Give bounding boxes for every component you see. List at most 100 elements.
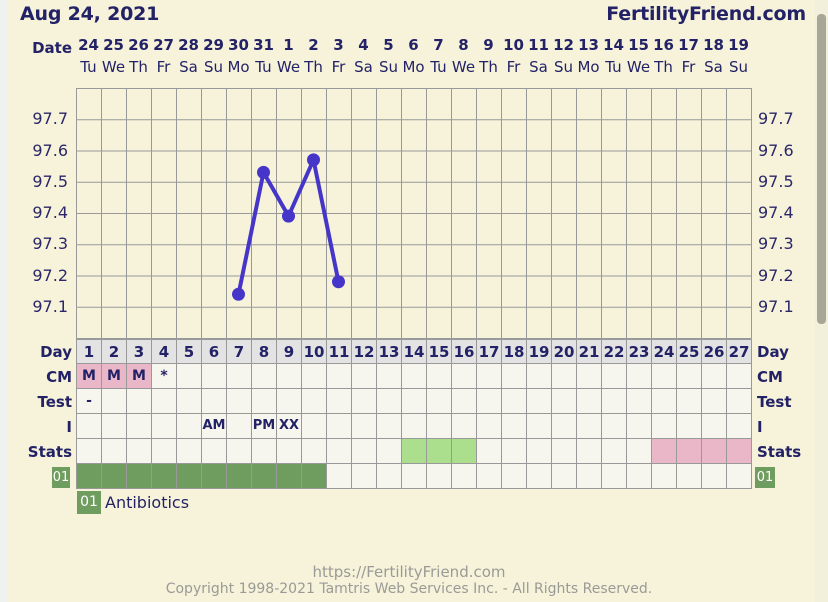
date-cell: 7 [433, 36, 444, 54]
date-cell: 8 [458, 36, 469, 54]
test-row-cell [177, 389, 202, 414]
stats-row [77, 439, 752, 464]
test-row-cell [727, 389, 752, 414]
i-row-cell [627, 414, 652, 439]
test-row-cell [627, 389, 652, 414]
i-row-cell [602, 414, 627, 439]
day-row-cell[interactable]: 1 [77, 340, 102, 364]
y-tick-label: 97.5 [758, 171, 794, 191]
day-row-cell[interactable]: 20 [552, 340, 577, 364]
cm-row-cell: M [102, 364, 127, 389]
day-row-cell[interactable]: 12 [352, 340, 377, 364]
day-row-cell[interactable]: 21 [577, 340, 602, 364]
weekday-cell: Su [728, 58, 749, 76]
y-tick-label: 97.1 [32, 296, 68, 316]
row-label-cm: CM [46, 368, 72, 386]
weekday-cell: Tu [605, 58, 622, 76]
i-row-cell [227, 414, 252, 439]
day-row-cell[interactable]: 22 [602, 340, 627, 364]
date-row-label: Date [32, 39, 72, 57]
stats-row-cell [427, 439, 452, 464]
cm-row-cell [227, 364, 252, 389]
day-row-cell[interactable]: 24 [652, 340, 677, 364]
day-row-cell[interactable]: 23 [627, 340, 652, 364]
day-row-cell[interactable]: 15 [427, 340, 452, 364]
cm-row-cell [377, 364, 402, 389]
y-tick-label: 97.5 [32, 171, 68, 191]
cm-row-cell [452, 364, 477, 389]
day-row-cell[interactable]: 18 [502, 340, 527, 364]
weekday-cell: We [626, 58, 651, 76]
y-tick-label: 97.4 [32, 203, 68, 222]
meds-row-cell [202, 464, 227, 489]
day-row-cell[interactable]: 7 [227, 340, 252, 364]
cm-row-cell [602, 364, 627, 389]
weekday-cell: Su [553, 58, 574, 76]
date-cell: 4 [358, 36, 369, 54]
stats-row-cell [552, 439, 577, 464]
i-row-cell: PM [252, 414, 277, 439]
chart-data-table: 1 2 3 4 5 6 7 8 9 10 11 12 13 14 15 16 17 18 19 20 21 22 23 24 2… [76, 339, 752, 489]
scrollbar-thumb[interactable] [817, 14, 826, 324]
cm-row-cell [302, 364, 327, 389]
day-row-cell[interactable]: 5 [177, 340, 202, 364]
temperature-chart [76, 88, 752, 339]
legend-meds-label: Antibiotics [105, 493, 190, 512]
row-label-day: Day [40, 343, 72, 361]
date-cell: 31 [253, 36, 274, 54]
date-cell: 11 [528, 36, 549, 54]
day-row-cell[interactable]: 11 [327, 340, 352, 364]
day-row-cell[interactable]: 26 [702, 340, 727, 364]
day-row-cell[interactable]: 4 [152, 340, 177, 364]
meds-row-cell [677, 464, 702, 489]
day-row-cell[interactable]: 14 [402, 340, 427, 364]
day-row-cell[interactable]: 25 [677, 340, 702, 364]
i-row-cell [527, 414, 552, 439]
date-cell: 29 [203, 36, 224, 54]
meds-row-cell [727, 464, 752, 489]
day-row-cell[interactable]: 9 [277, 340, 302, 364]
weekday-cell: Mo [402, 58, 425, 76]
day-row-cell[interactable]: 13 [377, 340, 402, 364]
weekday-cell: Tu [80, 58, 97, 76]
day-row-cell[interactable]: 10 [302, 340, 327, 364]
date-cell: 12 [553, 36, 574, 54]
day-row-cell[interactable]: 6 [202, 340, 227, 364]
date-cell: 26 [128, 36, 149, 54]
cm-row-cell [502, 364, 527, 389]
i-row-cell [402, 414, 427, 439]
meds-row-cell [452, 464, 477, 489]
test-row-cell [377, 389, 402, 414]
day-row-cell[interactable]: 17 [477, 340, 502, 364]
date-cell: 3 [333, 36, 344, 54]
day-row-cell[interactable]: 16 [452, 340, 477, 364]
test-row-cell [127, 389, 152, 414]
y-tick-label: 97.7 [758, 109, 794, 129]
day-row-cell[interactable]: 3 [127, 340, 152, 364]
stats-row-cell [652, 439, 677, 464]
stats-row-cell [727, 439, 752, 464]
weekday-cell: Su [378, 58, 399, 76]
date-cell: 10 [503, 36, 524, 54]
day-row-cell[interactable]: 27 [727, 340, 752, 364]
day-row-cell[interactable]: 8 [252, 340, 277, 364]
stats-row-cell [102, 439, 127, 464]
weekday-cell: Mo [227, 58, 250, 76]
y-tick-label: 97.4 [758, 203, 794, 222]
date-cell: 1 [283, 36, 294, 54]
test-row-cell [427, 389, 452, 414]
cm-row-cell [702, 364, 727, 389]
cm-row-cell [677, 364, 702, 389]
weekday-cell: We [451, 58, 476, 76]
day-row-cell[interactable]: 2 [102, 340, 127, 364]
i-row-cell [127, 414, 152, 439]
date-cell: 15 [628, 36, 649, 54]
meds-row-cell [377, 464, 402, 489]
meds-row-cell [77, 464, 102, 489]
day-row-cell[interactable]: 19 [527, 340, 552, 364]
stats-row-cell [677, 439, 702, 464]
y-tick-label: 97.6 [758, 140, 794, 160]
test-row-cell [452, 389, 477, 414]
test-row-cell [502, 389, 527, 414]
brand-link[interactable]: FertilityFriend.com [606, 3, 806, 25]
